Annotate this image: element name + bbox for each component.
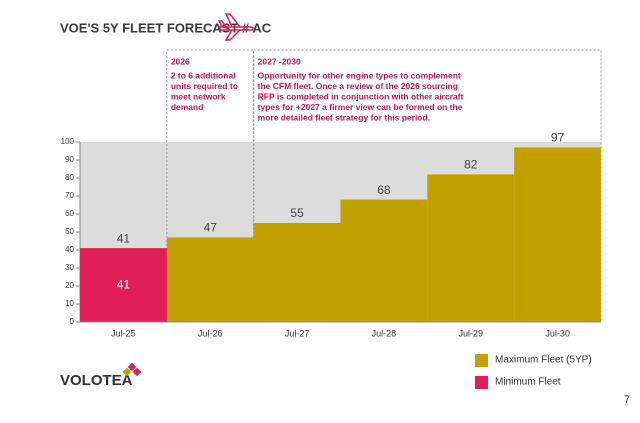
y-tick-label: 30	[65, 263, 74, 272]
page-number: 7	[624, 394, 630, 406]
annotation-text: more detailed fleet strategy for this pe…	[258, 112, 430, 122]
annotation-text: RFP is completed in conjunction with oth…	[258, 91, 464, 101]
y-tick-label: 60	[65, 209, 74, 218]
value-label: 47	[204, 221, 218, 235]
legend-label: Maximum Fleet (5YP)	[495, 355, 592, 366]
annotation-title: 2027 -2030	[258, 56, 301, 66]
logo: VOLOTEA	[60, 372, 133, 389]
annotation-text: units required to	[171, 81, 238, 91]
plane-icon	[217, 13, 254, 41]
y-tick-label: 40	[65, 245, 74, 254]
y-tick-label: 100	[61, 137, 75, 146]
bar	[340, 199, 428, 322]
bar	[253, 223, 341, 322]
y-tick-label: 0	[70, 317, 75, 326]
legend-label: Minimum Fleet	[495, 377, 561, 388]
y-tick-label: 50	[65, 227, 74, 236]
annotation-text: the CFM fleet. Once a review of the 2026…	[258, 81, 458, 91]
y-tick-label: 80	[65, 173, 74, 182]
logo-mark	[122, 362, 142, 377]
value-label: 41	[117, 277, 131, 291]
value-label: 41	[117, 231, 131, 245]
x-tick-label: Jul-28	[372, 328, 397, 338]
bar	[80, 248, 167, 322]
annotation-text: Opportunity for other engine types to co…	[258, 70, 461, 80]
x-tick-label: Jul-27	[285, 328, 310, 338]
legend-swatch	[475, 376, 488, 389]
value-label: 68	[377, 183, 391, 197]
x-tick-label: Jul-30	[545, 328, 570, 338]
y-tick-label: 70	[65, 191, 74, 200]
y-tick-label: 10	[65, 299, 74, 308]
x-tick-label: Jul-29	[458, 328, 483, 338]
chart-title: VOE'S 5Y FLEET FORECAST # AC	[60, 20, 272, 35]
annotation-box	[166, 49, 255, 322]
value-label: 97	[551, 131, 565, 145]
annotation-text: 2 to 6 additional	[171, 70, 236, 80]
legend-swatch	[475, 354, 488, 367]
x-tick-label: Jul-26	[198, 328, 223, 338]
annotation-text: meet network	[171, 91, 226, 101]
annotation-box	[253, 49, 602, 322]
x-tick-label: Jul-25	[111, 328, 136, 338]
annotation-text: demand	[171, 102, 204, 112]
value-label: 55	[290, 206, 304, 220]
annotation-text: types for +2027 a firmer view can be for…	[258, 102, 463, 112]
y-tick-label: 20	[65, 281, 74, 290]
value-label: 82	[464, 158, 478, 172]
bar	[427, 174, 515, 322]
annotation-title: 2026	[171, 56, 190, 66]
bar	[514, 147, 601, 322]
bar	[166, 237, 254, 322]
y-tick-label: 90	[65, 155, 74, 164]
